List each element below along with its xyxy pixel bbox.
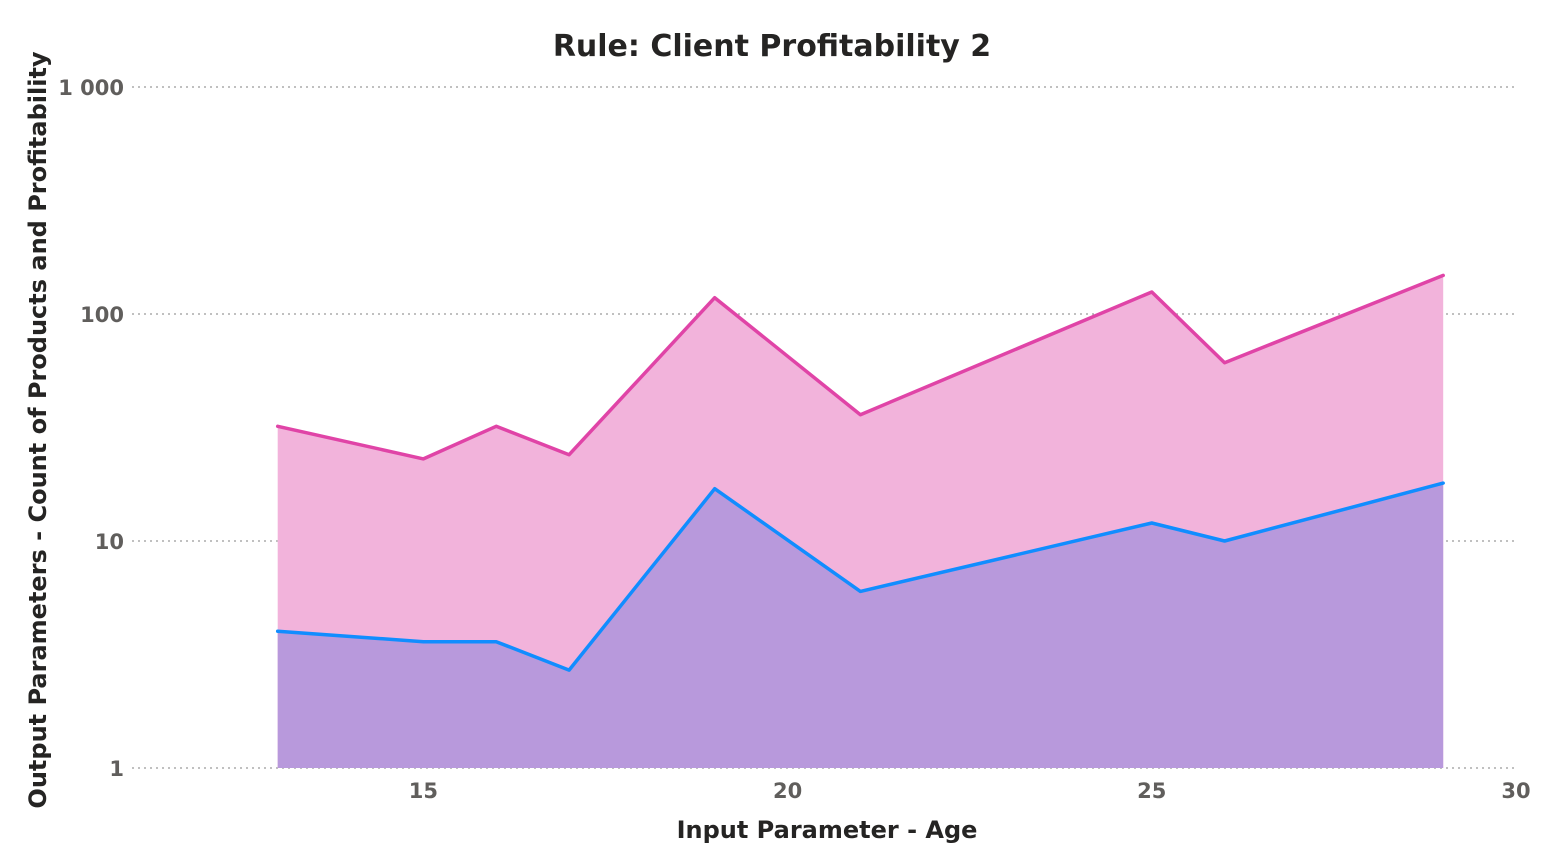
chart-title: Rule: Client Profitability 2 [553,29,991,64]
y-axis-ticks: 1 10 100 1 000 [58,76,124,781]
x-axis-ticks: 15 20 25 30 [409,779,1531,803]
x-axis-title: Input Parameter - Age [677,816,978,844]
y-tick-label-1: 10 [95,530,124,554]
y-tick-label-2: 100 [80,303,124,327]
x-tick-label-1: 20 [773,779,802,803]
series-areas [277,275,1444,768]
y-tick-label-3: 1 000 [58,76,124,100]
series-area-1 [277,483,1444,768]
x-tick-label-3: 30 [1501,779,1530,803]
x-tick-label-0: 15 [409,779,438,803]
y-tick-label-0: 1 [109,757,124,781]
series-lines [275,273,1445,672]
series-line-1 [275,481,1445,672]
series-line-0 [275,273,1445,461]
x-tick-label-2: 25 [1137,779,1166,803]
y-axis-title: Output Parameters - Count of Products an… [24,51,52,808]
